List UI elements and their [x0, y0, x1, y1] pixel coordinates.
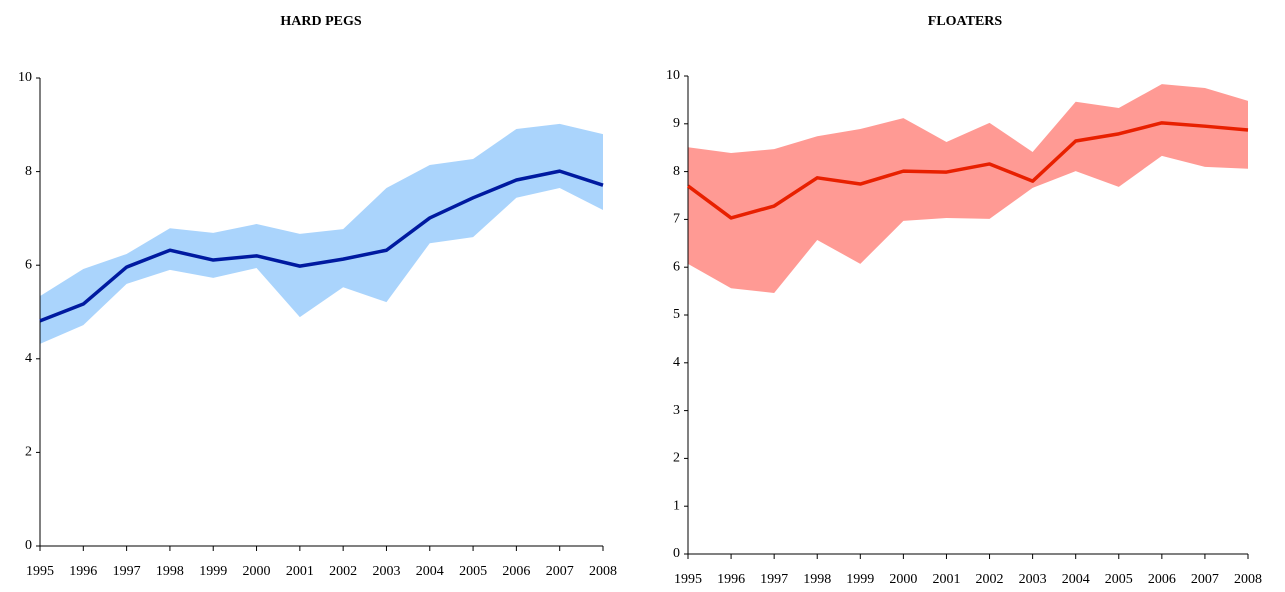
x-tick-label: 1995: [26, 564, 54, 579]
y-tick-label: 2: [25, 445, 32, 460]
x-tick-label: 2002: [976, 572, 1004, 587]
x-tick-label: 1999: [199, 564, 227, 579]
x-tick-label: 2003: [372, 564, 400, 579]
band: [40, 123, 603, 344]
x-tick-label: 2001: [932, 572, 960, 587]
y-tick-label: 7: [673, 212, 680, 227]
x-tick-label: 2006: [1148, 572, 1176, 587]
x-tick-label: 2008: [589, 564, 617, 579]
x-tick-label: 1998: [156, 564, 184, 579]
y-tick-label: 4: [25, 351, 32, 366]
x-tick-label: 2001: [286, 564, 314, 579]
x-tick-label: 2005: [1105, 572, 1133, 587]
y-tick-label: 4: [673, 355, 680, 370]
y-tick-label: 10: [18, 70, 32, 85]
y-tick-label: 6: [25, 257, 32, 272]
y-tick-label: 8: [25, 164, 32, 179]
x-tick-label: 1996: [717, 572, 745, 587]
x-tick-label: 2008: [1234, 572, 1262, 587]
x-tick-label: 2007: [1191, 572, 1219, 587]
x-tick-label: 2002: [329, 564, 357, 579]
line: [686, 121, 1249, 220]
y-tick-label: 9: [673, 116, 680, 131]
x-tick-label: 1995: [674, 572, 702, 587]
y-tick-label: 10: [666, 68, 680, 83]
x-tick-label: 2004: [416, 564, 444, 579]
y-tick-label: 2: [673, 451, 680, 466]
y-tick-label: 3: [673, 403, 680, 418]
band: [688, 84, 1248, 294]
x-tick-label: 1997: [113, 564, 141, 579]
y-tick-label: 8: [673, 164, 680, 179]
y-tick-label: 0: [673, 546, 680, 561]
y-tick-label: 5: [673, 307, 680, 322]
chart-title: HARD PEGS: [280, 14, 362, 29]
x-tick-label: 2004: [1062, 572, 1090, 587]
x-tick-label: 2006: [502, 564, 530, 579]
chart-title: FLOATERS: [928, 14, 1003, 29]
x-tick-label: 1998: [803, 572, 831, 587]
x-tick-label: 1999: [846, 572, 874, 587]
x-tick-label: 1996: [69, 564, 97, 579]
y-tick-label: 1: [673, 498, 680, 513]
x-tick-label: 2000: [889, 572, 917, 587]
x-tick-label: 2000: [243, 564, 271, 579]
y-tick-label: 6: [673, 259, 680, 274]
y-tick-label: 0: [25, 538, 32, 553]
x-tick-label: 1997: [760, 572, 788, 587]
x-tick-label: 2003: [1019, 572, 1047, 587]
x-tick-label: 2005: [459, 564, 487, 579]
line: [39, 169, 604, 323]
x-tick-label: 2007: [546, 564, 574, 579]
